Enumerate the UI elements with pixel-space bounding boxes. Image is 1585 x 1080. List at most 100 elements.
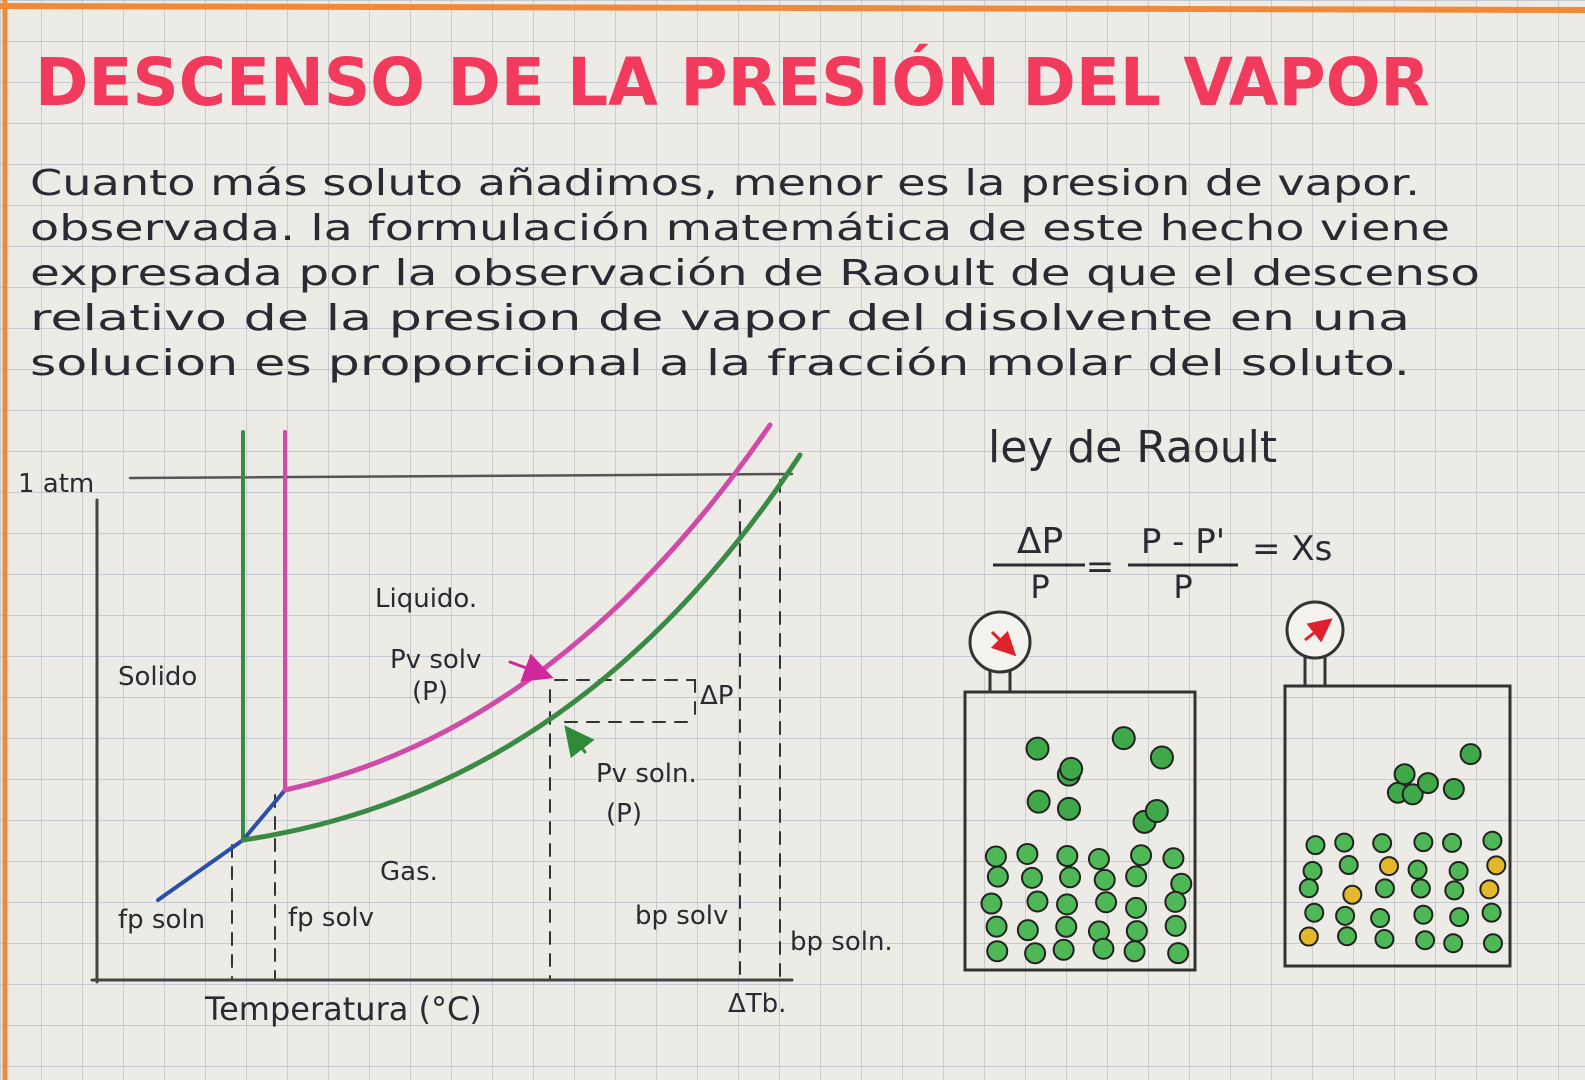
particle xyxy=(1442,832,1463,853)
particle xyxy=(1170,872,1193,895)
particle xyxy=(1401,783,1424,806)
particle xyxy=(1479,879,1500,900)
phase-diagram xyxy=(90,422,803,984)
particle xyxy=(1144,799,1169,824)
particle xyxy=(1486,855,1507,876)
particle xyxy=(1302,860,1323,881)
particle xyxy=(1410,878,1431,899)
particle xyxy=(1056,845,1079,868)
pv-solv-symbol: (P) xyxy=(412,677,448,707)
particle xyxy=(1298,926,1319,947)
particle xyxy=(1024,942,1047,965)
particle xyxy=(984,845,1007,868)
arrow-pv-solv xyxy=(508,653,554,682)
particle xyxy=(1335,905,1356,926)
particle xyxy=(1167,942,1190,965)
particle xyxy=(1111,726,1136,751)
particle xyxy=(980,892,1003,915)
x-mark-label: fp soln xyxy=(118,905,205,935)
region-label: Gas. xyxy=(380,857,438,887)
formula-heading: ley de Raoult xyxy=(988,422,1277,473)
x-mark-label: bp soln. xyxy=(790,927,893,957)
particle xyxy=(1164,890,1187,913)
particle xyxy=(1372,833,1393,854)
particle xyxy=(1093,868,1116,891)
particle xyxy=(1443,933,1464,954)
particle xyxy=(1413,832,1434,853)
equals-sign: = xyxy=(1086,547,1115,587)
paragraph-line: relativo de la presion de vapor del diso… xyxy=(30,298,1410,339)
y-label: 1 atm xyxy=(18,469,94,499)
region-label: Liquido. xyxy=(375,584,477,614)
pv-solv-label: Pv solv xyxy=(390,645,481,675)
particle xyxy=(1482,830,1503,851)
particle xyxy=(1162,847,1185,870)
particle xyxy=(1125,865,1148,888)
particle xyxy=(1130,844,1153,867)
paragraph-line: solucion es proporcional a la fracción m… xyxy=(30,343,1410,384)
fraction-numerator: P - P' xyxy=(1141,522,1225,562)
particle xyxy=(1016,842,1039,865)
x-mark-label: bp solv xyxy=(635,901,728,931)
particle xyxy=(1026,789,1051,814)
particle xyxy=(1095,891,1118,914)
particle xyxy=(1482,933,1503,954)
arrow-pv-soln xyxy=(564,725,595,759)
delta-p-label: ΔP xyxy=(700,681,733,711)
diagram-labels: 1 atm Solido Liquido. Gas. Pv solv (P) P… xyxy=(18,469,893,1028)
one-atm-line xyxy=(128,472,794,480)
raoult-formula: ley de Raoult ΔP P = P - P' P = Xs xyxy=(988,422,1332,606)
title: DESCENSO DE LA PRESIÓN DEL VAPOR xyxy=(35,44,1430,121)
containers-illustration xyxy=(963,600,1512,972)
x-label: Temperatura (°C) xyxy=(204,990,482,1028)
particle xyxy=(1298,878,1319,899)
particle xyxy=(1087,848,1110,871)
particle xyxy=(1016,919,1039,942)
particle xyxy=(1020,866,1043,889)
paragraph-line: Cuanto más soluto añadimos, menor es la … xyxy=(30,163,1420,204)
particle xyxy=(1338,855,1359,876)
particle xyxy=(1305,835,1326,856)
particle xyxy=(986,865,1009,888)
paragraph-line: expresada por la observación de Raoult d… xyxy=(30,253,1480,294)
particle xyxy=(1415,930,1436,951)
particle xyxy=(1378,856,1399,877)
particle xyxy=(986,940,1009,963)
particle xyxy=(1459,743,1482,766)
particle xyxy=(1092,937,1115,960)
delta-tb-label: ΔTb. xyxy=(728,989,786,1019)
fraction-denominator: P xyxy=(1173,568,1192,606)
particle xyxy=(985,915,1008,938)
particle xyxy=(1413,904,1434,925)
particle xyxy=(1374,929,1395,950)
formula-result: = Xs xyxy=(1252,529,1332,569)
paragraph: Cuanto más soluto añadimos, menor es la … xyxy=(30,163,1480,384)
region-label: Solido xyxy=(118,662,197,692)
fraction-denominator: P xyxy=(1030,568,1049,606)
particle xyxy=(1342,884,1363,905)
particle xyxy=(1481,902,1502,923)
x-mark-label: fp solv xyxy=(288,903,374,933)
particle xyxy=(1123,940,1146,963)
particle xyxy=(1374,878,1395,899)
particle xyxy=(1026,890,1049,913)
paragraph-line: observada. la formulación matemática de … xyxy=(30,208,1450,249)
particle xyxy=(1393,763,1416,786)
particle xyxy=(1442,778,1465,801)
pv-soln-label: Pv soln. xyxy=(596,759,697,789)
particle xyxy=(1304,902,1325,923)
particle xyxy=(1052,938,1075,961)
particle xyxy=(1025,736,1050,761)
particle xyxy=(1334,832,1355,853)
fraction-numerator: ΔP xyxy=(1017,521,1063,562)
particle xyxy=(1149,745,1174,770)
particle xyxy=(1125,920,1148,943)
particle xyxy=(1059,866,1082,889)
solution-vapor-curve xyxy=(240,452,803,843)
margin-top xyxy=(0,3,1585,13)
particle xyxy=(1337,926,1358,947)
particle xyxy=(1407,859,1428,880)
particle xyxy=(1059,756,1084,781)
